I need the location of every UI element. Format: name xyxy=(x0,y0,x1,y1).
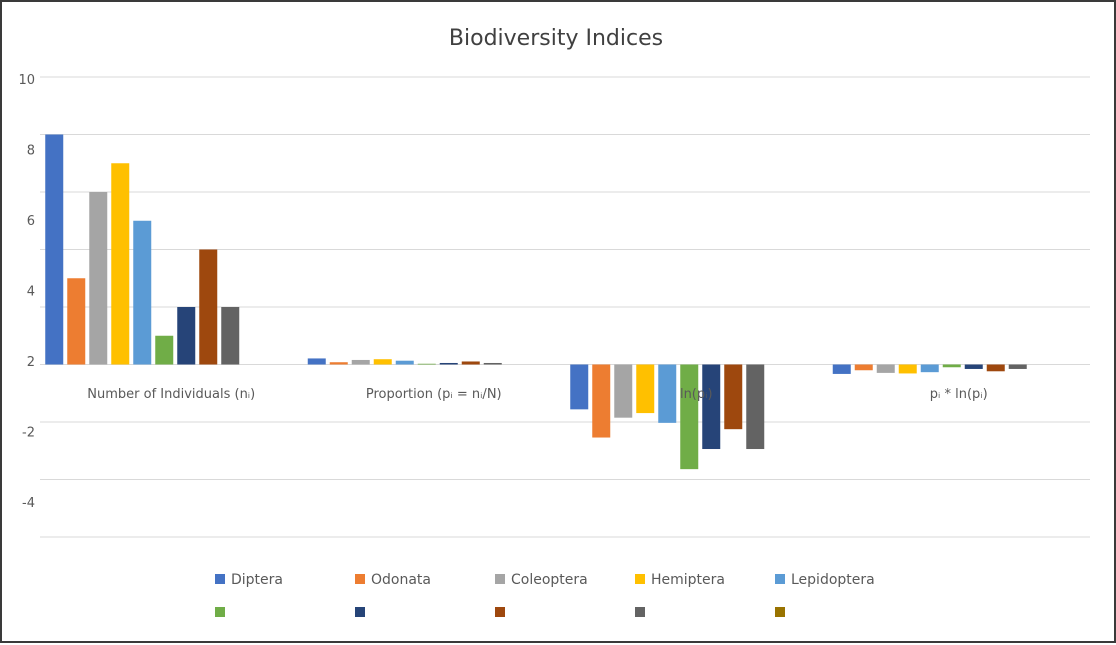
bar-series-8-cat-3 xyxy=(724,364,743,430)
bar-series-6-cat-4 xyxy=(942,364,961,368)
bar-series-7-cat-4 xyxy=(964,364,983,369)
bar-diptera-cat-1 xyxy=(45,134,64,365)
bar-series-6-cat-2 xyxy=(417,363,436,365)
y-tick-label: 10 xyxy=(18,73,35,88)
bar-series-9-cat-1 xyxy=(221,307,240,365)
y-tick-label: 8 xyxy=(27,144,35,159)
bar-odonata-cat-4 xyxy=(854,364,873,371)
y-tick-label: -2 xyxy=(22,426,35,441)
bar-odonata-cat-3 xyxy=(592,364,611,438)
category-label: ln(pᵢ) xyxy=(680,387,713,402)
bar-diptera-cat-2 xyxy=(307,358,326,365)
y-tick-label: -4 xyxy=(22,496,35,511)
bar-series-9-cat-4 xyxy=(1008,364,1027,369)
bar-coleoptera-cat-3 xyxy=(614,364,633,418)
chart-title: Biodiversity Indices xyxy=(449,26,663,51)
legend-swatch xyxy=(355,607,365,617)
legend-swatch xyxy=(215,574,225,584)
legend-swatch xyxy=(215,607,225,617)
bar-series-6-cat-3 xyxy=(680,364,699,470)
legend-label: Coleoptera xyxy=(511,572,588,588)
category-label: Proportion (pᵢ = nᵢ/N) xyxy=(366,387,502,402)
legend-label: Diptera xyxy=(231,572,283,588)
bar-hemiptera-cat-3 xyxy=(636,364,655,414)
category-label: Number of Individuals (nᵢ) xyxy=(87,387,255,402)
bar-series-7-cat-2 xyxy=(439,362,458,365)
bar-series-8-cat-4 xyxy=(986,364,1005,372)
category-label: pᵢ * ln(pᵢ) xyxy=(930,387,988,402)
bar-series-9-cat-2 xyxy=(483,362,502,365)
bar-lepidoptera-cat-4 xyxy=(920,364,939,373)
legend-label: Hemiptera xyxy=(651,572,725,588)
bar-lepidoptera-cat-3 xyxy=(658,364,677,423)
bar-series-6-cat-1 xyxy=(155,335,174,365)
bar-series-7-cat-1 xyxy=(177,307,196,365)
legend-swatch xyxy=(775,574,785,584)
bar-coleoptera-cat-4 xyxy=(876,364,895,373)
bar-odonata-cat-1 xyxy=(67,278,86,365)
bar-diptera-cat-4 xyxy=(832,364,851,374)
bar-coleoptera-cat-2 xyxy=(351,359,370,365)
bar-series-8-cat-2 xyxy=(461,361,480,365)
legend-swatch xyxy=(355,574,365,584)
bar-hemiptera-cat-4 xyxy=(898,364,917,374)
legend-swatch xyxy=(635,574,645,584)
legend-swatch xyxy=(635,607,645,617)
legend-swatch xyxy=(495,607,505,617)
bar-odonata-cat-2 xyxy=(329,362,348,365)
bar-diptera-cat-3 xyxy=(570,364,589,410)
bar-lepidoptera-cat-1 xyxy=(133,220,152,365)
bar-lepidoptera-cat-2 xyxy=(395,360,414,365)
legend-swatch xyxy=(775,607,785,617)
bar-series-7-cat-3 xyxy=(702,364,721,450)
y-tick-label: 2 xyxy=(27,355,35,370)
y-tick-label: 6 xyxy=(27,214,35,229)
legend-label: Lepidoptera xyxy=(791,572,875,588)
bar-coleoptera-cat-1 xyxy=(89,192,108,365)
legend-swatch xyxy=(495,574,505,584)
bar-series-8-cat-1 xyxy=(199,249,218,365)
legend-label: Odonata xyxy=(371,572,431,588)
bar-hemiptera-cat-2 xyxy=(373,359,392,365)
y-tick-label: 4 xyxy=(27,285,35,300)
bar-hemiptera-cat-1 xyxy=(111,163,130,365)
bar-series-9-cat-3 xyxy=(746,364,765,450)
